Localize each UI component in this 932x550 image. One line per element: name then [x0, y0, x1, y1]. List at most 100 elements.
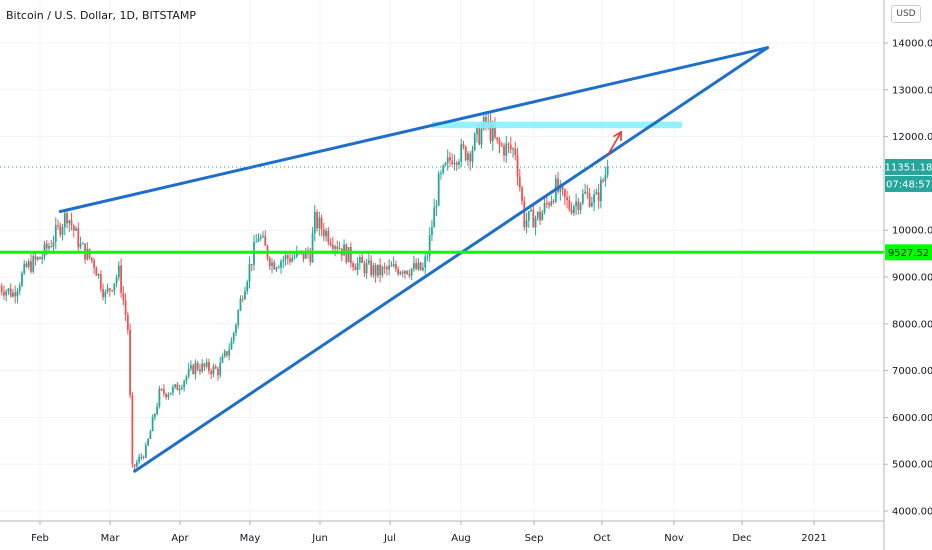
candle-body — [124, 300, 127, 316]
candle-body — [469, 153, 472, 162]
support-price-label-bg — [885, 244, 932, 261]
candle-body — [171, 387, 174, 393]
candle-body — [165, 393, 168, 398]
candle-body — [63, 213, 66, 228]
chart-drawings[interactable] — [0, 46, 884, 473]
candle-body — [581, 193, 584, 204]
candle-body — [572, 206, 575, 213]
candle-body — [131, 395, 134, 465]
candle-body — [0, 286, 3, 292]
candle-body — [597, 192, 600, 202]
candle-body — [239, 298, 242, 311]
candle-body — [449, 157, 451, 161]
candle-body — [205, 362, 208, 367]
candle-body — [435, 205, 438, 208]
candle-body — [36, 257, 39, 260]
candle-body — [577, 201, 580, 210]
candle-body — [81, 243, 84, 245]
candle-body — [415, 263, 418, 270]
candle-body — [516, 155, 519, 177]
candle-body — [548, 203, 550, 206]
candle-body — [228, 349, 231, 356]
price-axis[interactable]: 14000.00 13000.00 12000.00 10000.00 9000.00 8… — [883, 0, 932, 550]
candle-body — [289, 258, 291, 262]
price-labels: 11351.18 07:48:57 9527.52 — [885, 158, 932, 261]
candle-body — [178, 388, 181, 391]
trendline[interactable] — [58, 46, 770, 213]
candle-body — [70, 220, 73, 226]
arrow-head[interactable] — [613, 130, 622, 141]
candle-body — [361, 257, 364, 263]
candle-body — [599, 180, 602, 202]
candle-body — [334, 246, 336, 249]
candle-body — [167, 394, 170, 398]
candle-body — [248, 264, 251, 282]
candle-body — [372, 265, 375, 276]
candle-body — [318, 217, 321, 229]
candle-body — [61, 227, 64, 235]
candle-body — [126, 315, 129, 330]
arrow-shaft[interactable] — [606, 131, 622, 156]
time-tick-label: Aug — [451, 533, 471, 544]
candle-body — [566, 197, 568, 201]
time-tick-label: Oct — [593, 533, 610, 544]
candle-body — [552, 200, 555, 202]
time-tick-label: Mar — [101, 533, 121, 544]
candle-body — [291, 257, 294, 262]
candle-body — [43, 243, 46, 257]
trendline[interactable] — [133, 46, 770, 473]
candle-body — [507, 143, 510, 145]
candle-body — [347, 247, 350, 263]
candle-body — [331, 244, 334, 249]
candle-body — [352, 263, 354, 268]
candle-body — [250, 264, 253, 266]
candle-body — [25, 263, 28, 267]
candle-body — [311, 233, 314, 263]
candle-body — [201, 363, 204, 372]
candle-body — [392, 264, 395, 267]
candle-body — [54, 225, 57, 243]
candle-body — [52, 242, 55, 247]
candle-body — [478, 128, 481, 145]
currency-button[interactable]: USD — [891, 5, 921, 23]
candle-body — [485, 116, 487, 123]
candle-body — [329, 242, 332, 245]
candle-body — [158, 389, 161, 407]
candle-body — [455, 162, 458, 165]
candle-body — [135, 462, 138, 467]
candle-body — [343, 244, 345, 256]
candle-body — [212, 366, 215, 375]
candle-body — [354, 267, 357, 271]
candle-body — [388, 265, 391, 270]
candle-body — [93, 260, 95, 268]
candle-body — [539, 211, 541, 221]
candle-body — [410, 268, 413, 276]
candle-body — [174, 384, 177, 388]
candle-body — [223, 351, 226, 357]
candle-body — [275, 267, 278, 270]
candle-body — [7, 288, 10, 292]
candle-body — [525, 220, 528, 228]
candle-body — [108, 288, 111, 291]
resistance-zone[interactable] — [431, 121, 682, 129]
candle-body — [536, 211, 539, 219]
candle-body — [431, 227, 433, 235]
time-tick-label: Sep — [525, 533, 544, 544]
candle-body — [557, 178, 559, 192]
candle-body — [426, 256, 429, 258]
candle-body — [214, 366, 217, 369]
candle-body — [203, 363, 206, 367]
candle-body — [230, 340, 233, 350]
last-price-label-bg — [885, 158, 932, 175]
time-tick-label: Feb — [31, 533, 49, 544]
candle-body — [503, 145, 505, 156]
candle-body — [241, 298, 244, 300]
candle-body — [77, 228, 80, 248]
bar-countdown-label: 07:48:57 — [886, 179, 931, 190]
candle-body — [541, 212, 544, 221]
time-axis[interactable]: Feb Mar Apr May Jun Jul Aug Sep Oct Nov Dec 2021 — [0, 520, 884, 544]
candle-body — [399, 272, 402, 275]
candle-body — [111, 290, 113, 292]
candle-body — [428, 234, 431, 257]
